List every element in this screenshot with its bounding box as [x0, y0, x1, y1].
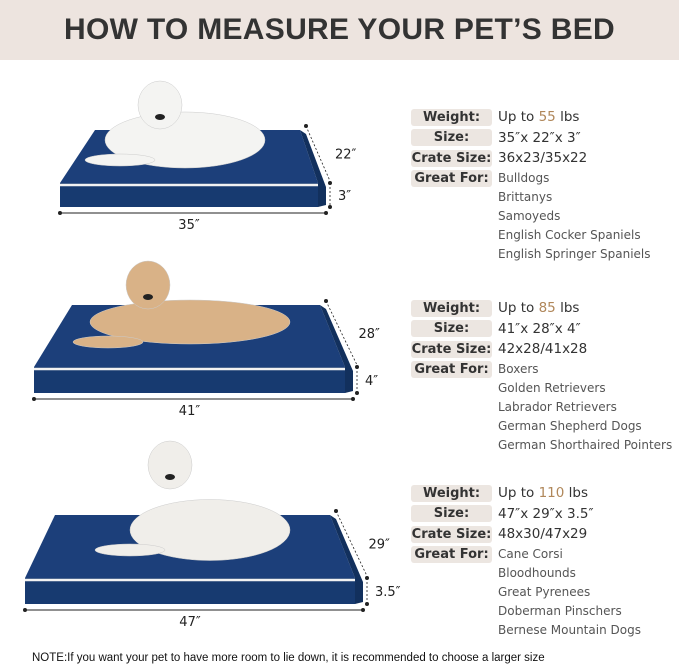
width-label: 22″	[335, 148, 357, 163]
length-label: 47″	[179, 615, 201, 630]
size-value: 41″x 28″x 4″	[498, 320, 581, 337]
breed-item: English Springer Spaniels	[498, 246, 651, 261]
bed-1: 35″ 22″ 3″	[58, 80, 357, 233]
width-label: 28″	[359, 327, 381, 342]
breed-item: English Cocker Spaniels	[498, 227, 641, 242]
width-label: 29″	[369, 538, 391, 553]
page-title: HOW TO MEASURE YOUR PET’S BED	[64, 13, 615, 46]
weight-row: Weight: Up to 55 lbs	[411, 107, 651, 128]
crate-label: Crate Size:	[411, 525, 492, 543]
crate-value: 36x23/35x22	[498, 150, 588, 167]
weight-value: Up to 110 lbs	[498, 485, 589, 502]
length-label: 35″	[178, 218, 200, 233]
bed-end	[330, 515, 363, 604]
weight-label: Weight:	[411, 108, 492, 126]
breed-item: German Shepherd Dogs	[498, 418, 642, 433]
crate-row: Crate Size: 42x28/41x28	[411, 339, 672, 360]
height-label: 3.5″	[375, 585, 401, 600]
breed-item: Labrador Retrievers	[498, 399, 617, 414]
crate-row: Crate Size: 36x23/35x22	[411, 148, 651, 169]
weight-label: Weight:	[411, 299, 492, 317]
bed-end	[320, 305, 353, 393]
bed-end	[300, 130, 326, 207]
size-note: NOTE:If you want your pet to have more r…	[32, 652, 545, 664]
bed-3: 47″ 29″ 3.5″	[23, 440, 401, 630]
crate-row: Crate Size: 48x30/47x29	[411, 524, 641, 545]
breed-item: Bloodhounds	[498, 565, 576, 580]
size-label: Size:	[411, 129, 492, 147]
breed-item: Golden Retrievers	[498, 380, 606, 395]
great-for-row: Great For: Boxers Golden Retrievers Labrad…	[411, 360, 672, 455]
size-row: Size: 35″x 22″x 3″	[411, 128, 651, 149]
crate-label: Crate Size:	[411, 149, 492, 167]
size-row: Size: 41″x 28″x 4″	[411, 319, 672, 340]
weight-row: Weight: Up to 85 lbs	[411, 298, 672, 319]
size-label: Size:	[411, 505, 492, 523]
size-value: 35″x 22″x 3″	[498, 129, 581, 146]
size-value: 47″x 29″x 3.5″	[498, 505, 594, 522]
breed-item: Brittanys	[498, 189, 553, 204]
bed-side	[34, 367, 345, 393]
weight-label: Weight:	[411, 484, 492, 502]
dog-image	[72, 260, 291, 349]
dog-image	[84, 80, 266, 169]
header-banner: HOW TO MEASURE YOUR PET’S BED	[0, 0, 679, 60]
bed-side	[60, 183, 318, 207]
bed-2: 41″ 28″ 4″	[32, 260, 381, 419]
weight-row: Weight: Up to 110 lbs	[411, 483, 641, 504]
width-dimension-line	[335, 510, 368, 577]
size-label: Size:	[411, 320, 492, 338]
crate-value: 42x28/41x28	[498, 341, 588, 358]
weight-value: Up to 85 lbs	[498, 300, 580, 317]
crate-value: 48x30/47x29	[498, 526, 588, 543]
breed-item: Bernese Mountain Dogs	[498, 622, 641, 637]
great-for-label: Great For:	[411, 545, 492, 563]
crate-label: Crate Size:	[411, 340, 492, 358]
height-label: 4″	[365, 374, 378, 389]
great-for-label: Great For:	[411, 169, 492, 187]
breed-item: Doberman Pinschers	[498, 603, 622, 618]
breed-item: Cane Corsi	[498, 546, 563, 561]
height-label: 3″	[338, 189, 351, 204]
bed-side	[25, 578, 355, 604]
spec-block-3: Weight: Up to 110 lbs Size: 47″x 29″x 3.5″…	[411, 483, 641, 640]
size-row: Size: 47″x 29″x 3.5″	[411, 504, 641, 525]
breed-item: Boxers	[498, 361, 539, 376]
weight-value: Up to 55 lbs	[498, 109, 580, 126]
breed-item: German Shorthaired Pointers	[498, 437, 673, 452]
length-label: 41″	[179, 404, 201, 419]
dog-image	[94, 440, 291, 561]
breed-list: Boxers Golden Retrievers Labrador Retrieve…	[498, 360, 672, 455]
great-for-row: Great For: Bulldogs Brittanys Samoyeds Engl…	[411, 169, 651, 264]
spec-block-2: Weight: Up to 85 lbs Size: 41″x 28″x 4″ Cr…	[411, 298, 672, 455]
great-for-row: Great For: Cane Corsi Bloodhounds Great Py…	[411, 545, 641, 640]
breed-item: Bulldogs	[498, 170, 550, 185]
breed-list: Bulldogs Brittanys Samoyeds English Cocker …	[498, 169, 651, 264]
breed-list: Cane Corsi Bloodhounds Great Pyrenees Dober…	[498, 545, 641, 640]
breed-item: Samoyeds	[498, 208, 561, 223]
great-for-label: Great For:	[411, 360, 492, 378]
spec-block-1: Weight: Up to 55 lbs Size: 35″x 22″x 3″ Cr…	[411, 107, 651, 264]
breed-item: Great Pyrenees	[498, 584, 591, 599]
